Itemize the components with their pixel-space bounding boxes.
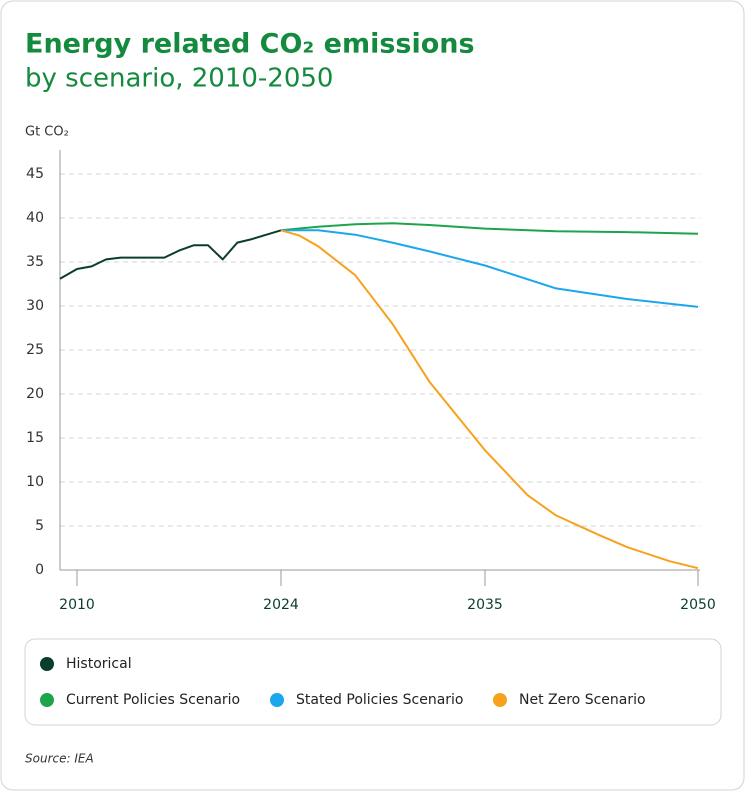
y-tick-label: 15 — [26, 430, 44, 446]
legend-label: Stated Policies Scenario — [296, 692, 464, 708]
series-line — [280, 222, 699, 235]
y-tick-label: 10 — [26, 474, 44, 490]
chart-subtitle: by scenario, 2010-2050 — [25, 64, 333, 94]
legend-swatch — [270, 693, 284, 707]
legend-label: Net Zero Scenario — [519, 692, 646, 708]
x-tick-label: 2010 — [59, 597, 95, 613]
x-tick-label: 2024 — [263, 597, 299, 613]
y-tick-label: 35 — [26, 254, 44, 270]
source: Source: IEA — [25, 752, 94, 766]
y-tick-label: 5 — [35, 518, 44, 534]
x-tick-label: 2035 — [467, 597, 503, 613]
y-tick-label: 40 — [26, 210, 44, 226]
x-tick-label: 2050 — [680, 597, 716, 613]
y-tick-label: 30 — [26, 298, 44, 314]
legend-swatch — [493, 693, 507, 707]
y-tick-label: 20 — [26, 386, 44, 402]
y-tick-label: 25 — [26, 342, 44, 358]
series-line — [59, 229, 282, 280]
series-line — [281, 229, 699, 308]
series-line — [280, 229, 699, 570]
legend-swatch — [40, 657, 54, 671]
legend-label: Current Policies Scenario — [66, 692, 240, 708]
legend-swatch — [40, 693, 54, 707]
chart-title: Energy related CO₂ emissions — [25, 29, 475, 60]
y-axis-label: Gt CO₂ — [25, 125, 69, 140]
y-tick-label: 0 — [35, 562, 44, 578]
y-tick-label: 45 — [26, 166, 44, 182]
legend-box — [24, 638, 722, 726]
legend-label: Historical — [66, 656, 132, 672]
